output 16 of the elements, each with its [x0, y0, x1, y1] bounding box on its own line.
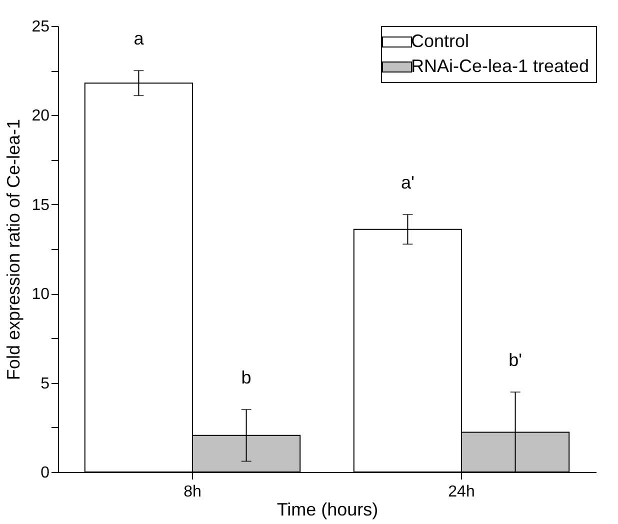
x-tick-label: 8h [184, 484, 202, 500]
y-axis-title: Fold expression ratio of Ce-lea-1 [4, 118, 24, 380]
y-tick-label: 0 [40, 464, 50, 482]
annotation: a' [400, 172, 414, 193]
y-tick-label: 5 [40, 375, 50, 392]
x-axis-title: Time (hours) [276, 500, 378, 520]
y-tick-label: 20 [32, 108, 50, 125]
legend-label: Control [411, 31, 470, 51]
y-tick-label: 15 [32, 196, 50, 214]
annotation: a [134, 28, 145, 49]
annotation: b [241, 368, 252, 388]
x-tick-label: 24h [448, 484, 475, 500]
y-tick-label: 10 [32, 286, 50, 304]
legend-label: RNAi-Ce-lea-1 treated [411, 56, 590, 76]
y-tick-label: 25 [32, 18, 50, 36]
annotation: b' [508, 350, 522, 370]
